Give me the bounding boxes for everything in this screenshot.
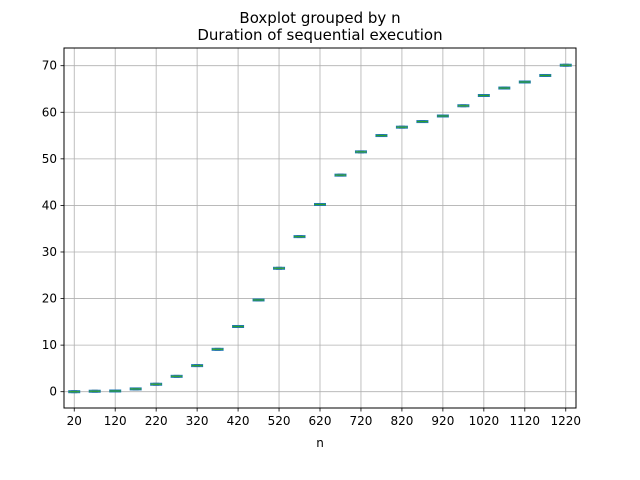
x-tick-label: 820 <box>390 414 413 428</box>
x-tick-label: 220 <box>145 414 168 428</box>
chart-title: Duration of sequential execution <box>197 26 442 44</box>
x-tick-label: 120 <box>104 414 127 428</box>
boxes <box>68 63 572 394</box>
x-tick-label: 420 <box>227 414 250 428</box>
y-tick-label: 70 <box>42 59 57 73</box>
x-axis-ticks: 20 120 220 320 420 520 620 720 820 920 1020 1120 122… <box>67 408 581 428</box>
x-tick-label: 1220 <box>550 414 581 428</box>
y-tick-label: 0 <box>49 385 57 399</box>
y-tick-label: 30 <box>42 245 57 259</box>
x-tick-label: 1120 <box>510 414 541 428</box>
chart-suptitle: Boxplot grouped by n <box>239 9 400 27</box>
y-tick-label: 40 <box>42 198 57 212</box>
y-tick-label: 50 <box>42 152 57 166</box>
grid-lines <box>64 48 576 408</box>
y-tick-label: 20 <box>42 292 57 306</box>
y-axis-ticks: 0 10 20 30 40 50 60 70 <box>42 59 64 399</box>
x-axis-label: n <box>316 436 324 450</box>
x-tick-label: 720 <box>350 414 373 428</box>
x-tick-label: 1020 <box>469 414 500 428</box>
x-tick-label: 920 <box>431 414 454 428</box>
y-tick-label: 60 <box>42 105 57 119</box>
x-tick-label: 320 <box>186 414 209 428</box>
y-tick-label: 10 <box>42 338 57 352</box>
x-tick-label: 620 <box>309 414 332 428</box>
x-tick-label: 520 <box>268 414 291 428</box>
x-tick-label: 20 <box>67 414 82 428</box>
